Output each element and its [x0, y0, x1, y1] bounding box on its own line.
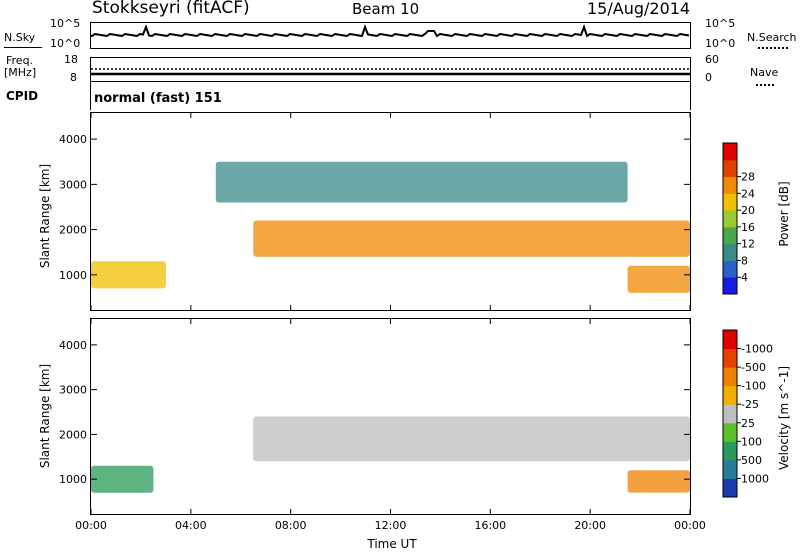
velocity-colorbar-segment-2: [723, 441, 737, 461]
power-colorbar-ticklabel-6: 28: [741, 171, 755, 184]
velocity-feature-0: [253, 416, 690, 462]
cpid-value: normal (fast) 151: [94, 91, 222, 106]
noise-right-tick-bottom: 10^0: [705, 37, 736, 50]
power-colorbar-segment-7: [723, 159, 737, 178]
velocity-feature-1: [91, 465, 154, 493]
cpid-box: [90, 82, 691, 110]
velocity-colorbar-ticklabel-2: 100: [741, 435, 762, 448]
noise-right-tick-top: 10^5: [705, 17, 736, 30]
velocity-colorbar-segment-1: [723, 459, 737, 479]
power-colorbar-segment-6: [723, 176, 737, 194]
velocity-colorbar-segment-6: [723, 367, 737, 387]
noise-left-tick-top: 10^5: [50, 17, 81, 30]
velocity-ytick-label-2: 3000: [59, 384, 87, 397]
power-feature-3: [215, 161, 628, 203]
noise-left-tick-bottom: 10^0: [50, 37, 81, 50]
time-tick-label-4: 16:00: [474, 519, 506, 532]
power-colorbar-segment-3: [723, 226, 737, 245]
nave-line-key: [756, 84, 774, 86]
noise-sky-label: N.Sky: [4, 31, 36, 44]
time-tick-label-3: 12:00: [375, 519, 407, 532]
power-ytick-label-0: 1000: [59, 269, 87, 282]
velocity-colorbar-ticklabel-0: 1000: [741, 472, 769, 485]
power-colorbar-ticklabel-0: 4: [741, 271, 748, 284]
freq-left-tick-bottom: 8: [70, 71, 77, 84]
time-tick-label-6: 00:00: [674, 519, 706, 532]
velocity-ytick-label-3: 4000: [59, 339, 87, 352]
power-colorbar-ticklabel-3: 16: [741, 221, 755, 234]
time-axis-label: Time UT: [367, 537, 417, 551]
time-tick-label-5: 20:00: [574, 519, 606, 532]
freq-right-tick-top: 60: [705, 53, 719, 66]
power-feature-2: [627, 265, 690, 293]
power-feature-0: [253, 220, 690, 257]
time-tick-label-0: 00:00: [75, 519, 107, 532]
power-ytick-label-3: 4000: [59, 133, 87, 146]
power-ytick-label-1: 2000: [59, 224, 87, 237]
velocity-colorbar-segment-8: [723, 330, 737, 350]
noise-panel: [90, 22, 691, 49]
velocity-colorbar-segment-7: [723, 348, 737, 368]
velocity-colorbar-ticklabel-3: 25: [741, 417, 755, 430]
power-colorbar-frame: [722, 142, 738, 295]
velocity-colorbar-segment-3: [723, 422, 737, 442]
velocity-colorbar-frame: [722, 329, 738, 498]
noise-search-label: N.Search: [747, 31, 797, 44]
velocity-colorbar-ticklabel-4: -25: [741, 398, 759, 411]
time-tick-label-2: 08:00: [275, 519, 307, 532]
velocity-feature-2: [627, 470, 690, 493]
velocity-colorbar-segment-4: [723, 404, 737, 424]
freq-panel: [90, 57, 691, 82]
velocity-colorbar-ticklabel-6: -500: [741, 361, 766, 374]
power-colorbar-segment-5: [723, 193, 737, 211]
velocity-colorbar-segment-0: [723, 478, 737, 498]
freq-label-line1: Freq.: [6, 54, 34, 67]
velocity-colorbar-ticklabel-7: -1000: [741, 343, 773, 356]
velocity-ytick-label-0: 1000: [59, 473, 87, 486]
power-ytick-label-2: 3000: [59, 178, 87, 191]
station-title: Stokkseyri (fitACF): [92, 0, 250, 18]
freq-label-line2: [MHz]: [4, 66, 37, 79]
velocity-colorbar-ticklabel-5: -100: [741, 380, 766, 393]
power-colorbar-segment-1: [723, 260, 737, 278]
nave-label: Nave: [750, 66, 779, 79]
power-colorbar-segment-4: [723, 210, 737, 228]
power-colorbar-ticklabel-5: 24: [741, 187, 755, 200]
cpid-label: CPID: [6, 89, 39, 103]
power-colorbar-segment-8: [723, 143, 737, 161]
beam-title: Beam 10: [352, 0, 420, 18]
power-colorbar-ticklabel-2: 12: [741, 238, 755, 251]
power-feature-1: [91, 261, 166, 289]
power-colorbar-ticklabel-1: 8: [741, 254, 748, 267]
time-tick-label-1: 04:00: [175, 519, 207, 532]
noise-sky-trace: [91, 24, 690, 38]
velocity-colorbar-ticklabel-1: 500: [741, 454, 762, 467]
date-title: 15/Aug/2014: [587, 0, 691, 18]
power-colorbar-segment-0: [723, 277, 737, 295]
freq-right-tick-bottom: 0: [705, 71, 712, 84]
freq-left-tick-top: 18: [64, 53, 78, 66]
power-colorbar-segment-2: [723, 243, 737, 261]
power-colorbar-ticklabel-4: 20: [741, 204, 755, 217]
noise-search-line-key: [758, 47, 788, 49]
velocity-colorbar-segment-5: [723, 385, 737, 405]
velocity-ytick-label-1: 2000: [59, 428, 87, 441]
noise-sky-underline: [4, 47, 42, 48]
